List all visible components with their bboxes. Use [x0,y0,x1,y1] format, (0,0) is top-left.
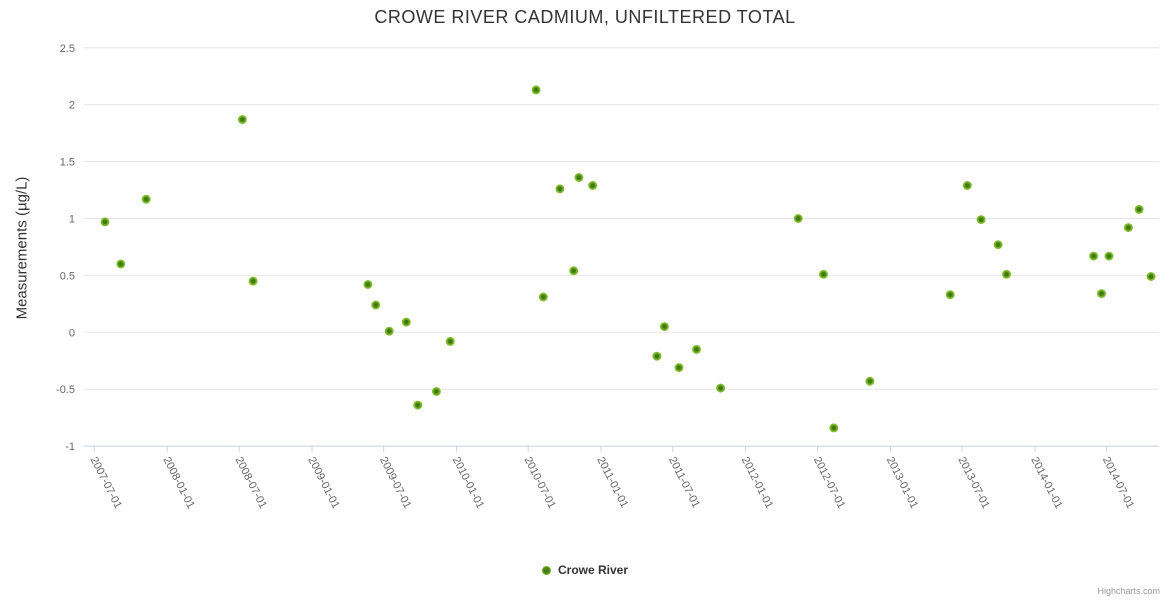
data-point[interactable] [962,181,972,190]
y-axis-tick-label: -1 [65,441,75,453]
legend-marker-icon [541,565,551,575]
data-point[interactable] [237,115,247,124]
data-point[interactable] [1097,289,1106,299]
data-point[interactable] [793,214,803,223]
data-point[interactable] [1089,251,1099,261]
data-point[interactable] [993,240,1003,250]
data-point[interactable] [401,317,411,327]
x-axis-tick-label: 2012-07-01 [811,455,847,511]
highcharts-credits-link[interactable]: Highcharts.com [1097,586,1160,596]
data-point[interactable] [829,423,839,433]
data-point[interactable] [819,269,828,279]
data-point[interactable] [945,290,955,300]
data-point[interactable] [659,322,669,332]
y-axis-tick-label: -0.5 [56,384,75,396]
data-point[interactable] [692,344,701,354]
data-point[interactable] [976,215,986,225]
x-axis-tick-label: 2009-07-01 [377,455,413,511]
data-point[interactable] [865,376,875,386]
y-axis-tick-label: 1 [69,214,75,226]
data-point[interactable] [538,292,548,302]
x-axis-tick-label: 2011-07-01 [666,455,702,510]
legend-label: Crowe River [557,563,629,577]
data-point[interactable] [574,173,584,182]
x-axis-tick-label: 2007-07-01 [88,455,124,511]
data-point[interactable] [445,336,455,346]
chart-title: CROWE RIVER CADMIUM, UNFILTERED TOTAL [374,7,796,27]
x-axis-tick-label: 2010-01-01 [450,455,486,511]
data-point[interactable] [1002,269,1011,279]
y-axis-tick-label: 0 [69,327,75,339]
data-point[interactable] [555,184,565,194]
x-axis-tick-label: 2010-07-01 [522,455,558,511]
data-point[interactable] [371,300,381,310]
x-axis-tick-label: 2013-07-01 [955,455,991,511]
data-point[interactable] [1123,223,1133,233]
x-axis-tick-label: 2011-01-01 [594,455,630,510]
x-axis-tick-label: 2014-07-01 [1100,455,1136,511]
y-axis-tick-label: 2 [69,100,75,112]
x-axis-tick-label: 2012-01-01 [739,455,775,511]
legend-item-crowe-river[interactable]: Crowe River [541,563,629,577]
data-point[interactable] [413,400,423,410]
data-point[interactable] [248,276,258,286]
data-point[interactable] [674,363,684,373]
y-axis-tick-label: 1.5 [60,157,75,169]
x-axis-tick-label: 2008-01-01 [160,455,196,511]
x-axis-tick-label: 2008-07-01 [233,455,269,511]
data-point[interactable] [588,181,598,190]
x-axis-tick-label: 2013-01-01 [884,455,920,511]
data-point[interactable] [116,259,126,269]
data-point[interactable] [1146,272,1156,281]
x-axis-tick-label: 2009-01-01 [305,455,341,511]
data-point[interactable] [531,85,541,95]
data-point[interactable] [363,280,373,289]
data-point[interactable] [652,351,662,361]
data-point[interactable] [100,217,110,227]
data-point[interactable] [431,387,441,396]
data-point[interactable] [141,194,151,204]
data-point[interactable] [1104,251,1114,261]
x-axis-tick-label: 2014-01-01 [1028,455,1064,511]
data-point[interactable] [1134,204,1144,214]
y-axis-tick-label: 2.5 [60,43,75,55]
y-axis-tick-label: 0.5 [60,270,75,282]
data-point[interactable] [716,383,726,393]
data-point[interactable] [384,326,394,336]
data-point[interactable] [569,266,579,276]
